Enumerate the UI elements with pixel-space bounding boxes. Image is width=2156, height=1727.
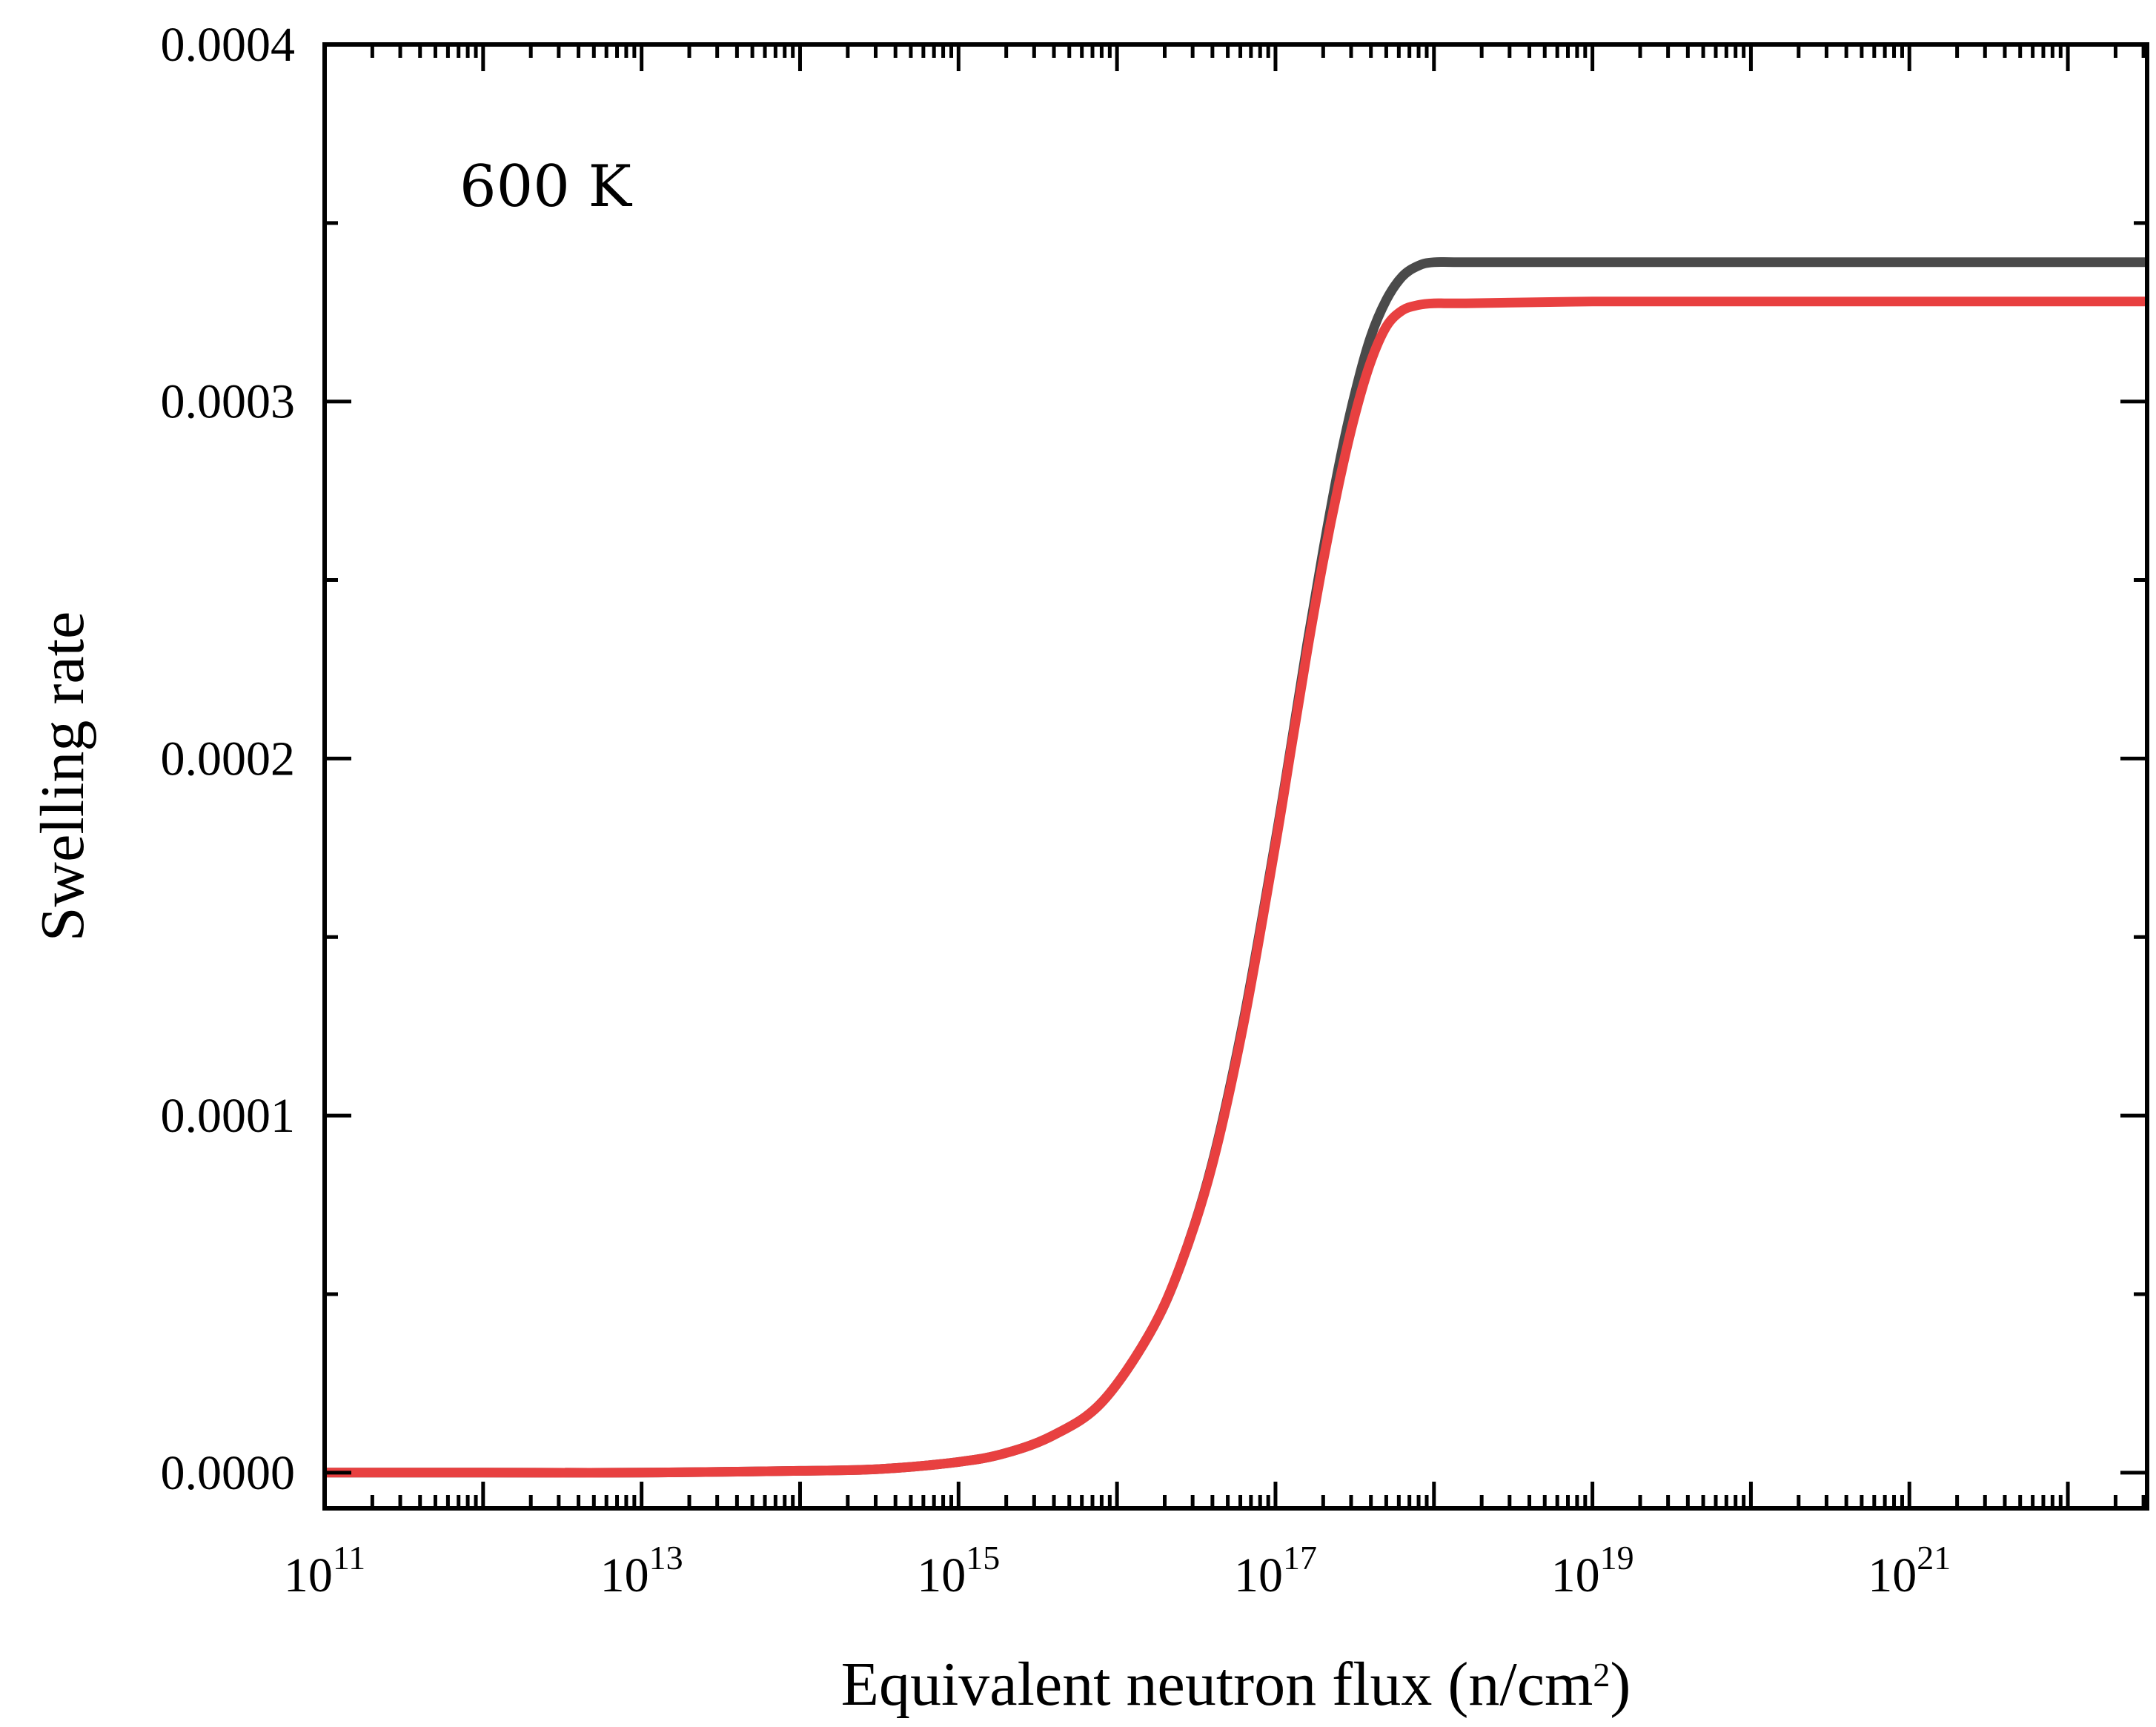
x-axis-title-superscript: 2 [1593, 1656, 1610, 1694]
tick-layer [322, 42, 2147, 1508]
y-tick-label: 0.0002 [161, 732, 296, 786]
x-tick-label: 1019 [1551, 1539, 1634, 1602]
x-axis-title-main: Equivalent neutron flux (n/cm [841, 1650, 1593, 1719]
x-tick-label: 1017 [1234, 1539, 1317, 1602]
series-layer [325, 256, 2147, 1478]
y-tick-label: 0.0003 [161, 375, 296, 429]
y-tick-label: 0.0001 [161, 1089, 296, 1143]
x-tick-label: 1021 [1868, 1539, 1951, 1602]
series-line-gray [325, 256, 2147, 1478]
temperature-annotation: 600 K [460, 153, 633, 220]
y-axis-title: Swelling rate [28, 611, 97, 942]
y-tick-label: 0.0004 [161, 18, 296, 72]
x-tick-label: 1013 [600, 1539, 683, 1602]
x-axis-title-close: ) [1610, 1650, 1631, 1719]
plot-frame [322, 42, 2149, 1511]
series-line-red [325, 296, 2147, 1478]
x-tick-label: 1011 [284, 1539, 365, 1602]
y-tick-label: 0.0000 [161, 1446, 296, 1500]
x-axis-title: Equivalent neutron flux (n/cm2) [841, 1650, 1631, 1719]
x-tick-label: 1015 [917, 1539, 1000, 1602]
